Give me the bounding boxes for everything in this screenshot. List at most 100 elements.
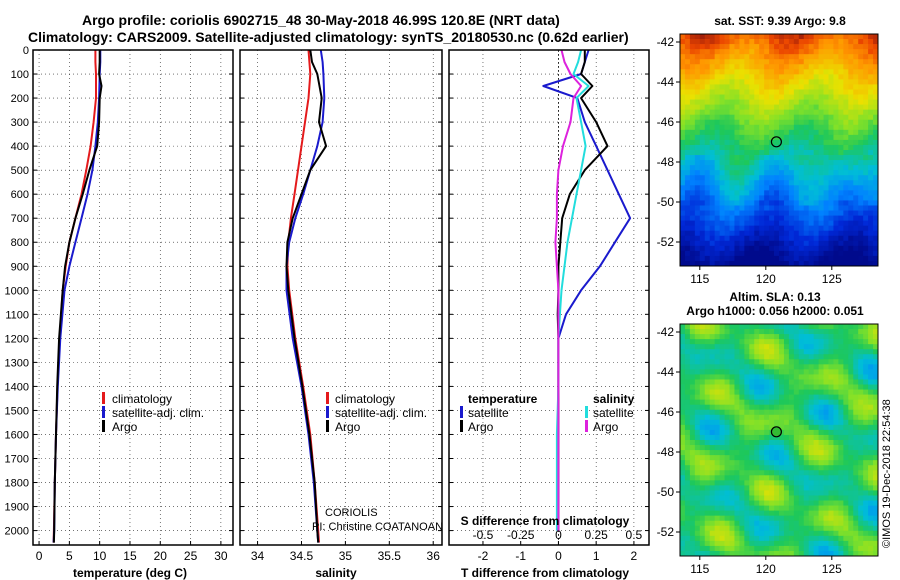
map-cell [704,424,711,431]
map-cell [868,349,874,355]
map-cell [764,394,770,401]
map-cell [853,109,859,116]
map-cell [680,210,686,216]
map-cell [853,465,859,471]
map-cell [684,170,691,176]
map-cell [803,359,810,365]
map-cell [714,339,720,345]
map-cell [734,205,740,211]
map-cell [734,505,740,512]
map-cell [744,440,750,446]
map-cell [818,44,824,50]
map-cell [764,79,770,85]
map-cell [714,124,720,131]
map-cell [868,460,874,466]
map-cell [719,165,725,171]
map-cell [749,349,755,355]
map-cell [680,455,686,461]
map-cell [833,450,839,456]
map-cell [783,220,790,227]
map-cell [858,104,864,111]
map-cell [749,205,755,211]
map-cell [843,89,849,95]
map-cell [828,260,834,267]
map-cell [689,84,696,90]
map-cell [848,64,854,70]
map-cell [689,150,696,156]
map-cell [798,389,805,396]
map-cell [764,520,770,527]
map-cell [724,49,730,55]
map-cell [788,195,795,201]
map-cell [689,175,696,181]
map-cell [793,255,800,262]
map-cell [793,34,800,40]
map-cell [843,490,849,496]
map-cell [764,134,770,141]
map-cell [828,185,834,191]
map-cell [759,495,765,501]
map-cell [734,235,740,242]
map-cell [788,545,795,552]
map-cell [833,354,839,360]
map-cell [684,94,691,100]
map-cell [680,190,686,196]
map-cell [838,455,844,461]
map-cell [783,255,790,262]
map-cell [779,520,785,527]
map-cell [774,389,780,396]
map-cell [863,255,869,262]
map-cell [848,470,854,476]
map-cell [680,245,686,252]
map-cell [724,520,730,527]
map-cell [694,49,701,55]
map-cell [749,155,755,161]
map-cell [838,339,844,345]
map-cell [689,545,696,552]
map-x-tick-label: 115 [690,272,709,286]
map-cell [873,260,879,267]
map-cell [843,44,849,50]
map-cell [813,39,819,45]
map-cell [818,155,824,161]
map-cell [813,190,819,196]
map-cell [808,200,815,206]
map-cell [769,364,775,370]
legend-label-climatology: climatology [335,392,395,406]
map-cell [734,109,740,116]
map-cell [779,354,785,360]
map-cell [853,165,859,171]
map-cell [704,170,711,176]
map-cell [863,94,869,100]
map-cell [833,374,839,380]
map-cell [749,250,755,257]
map-cell [689,210,696,216]
map-cell [774,334,780,340]
map-cell [714,134,720,141]
map-cell [868,520,874,527]
map-cell [719,440,725,446]
map-cell [719,99,725,106]
map-cell [704,89,711,95]
map-cell [699,160,706,166]
map-cell [739,230,745,237]
map-cell [689,505,696,512]
map-cell [694,134,701,141]
map-cell [783,445,790,451]
map-cell [749,515,755,522]
map-cell [684,399,691,406]
map-cell [803,535,810,542]
map-cell [764,175,770,181]
map-cell [680,165,686,171]
map-cell [793,84,800,90]
map-cell [798,495,805,501]
map-cell [793,374,800,380]
map-cell [813,230,819,237]
map-cell [739,104,745,111]
map-cell [680,510,686,517]
map-cell [769,124,775,131]
map-cell [823,139,829,146]
map-cell [680,465,686,471]
map-cell [754,480,760,486]
map-cell [749,550,755,557]
